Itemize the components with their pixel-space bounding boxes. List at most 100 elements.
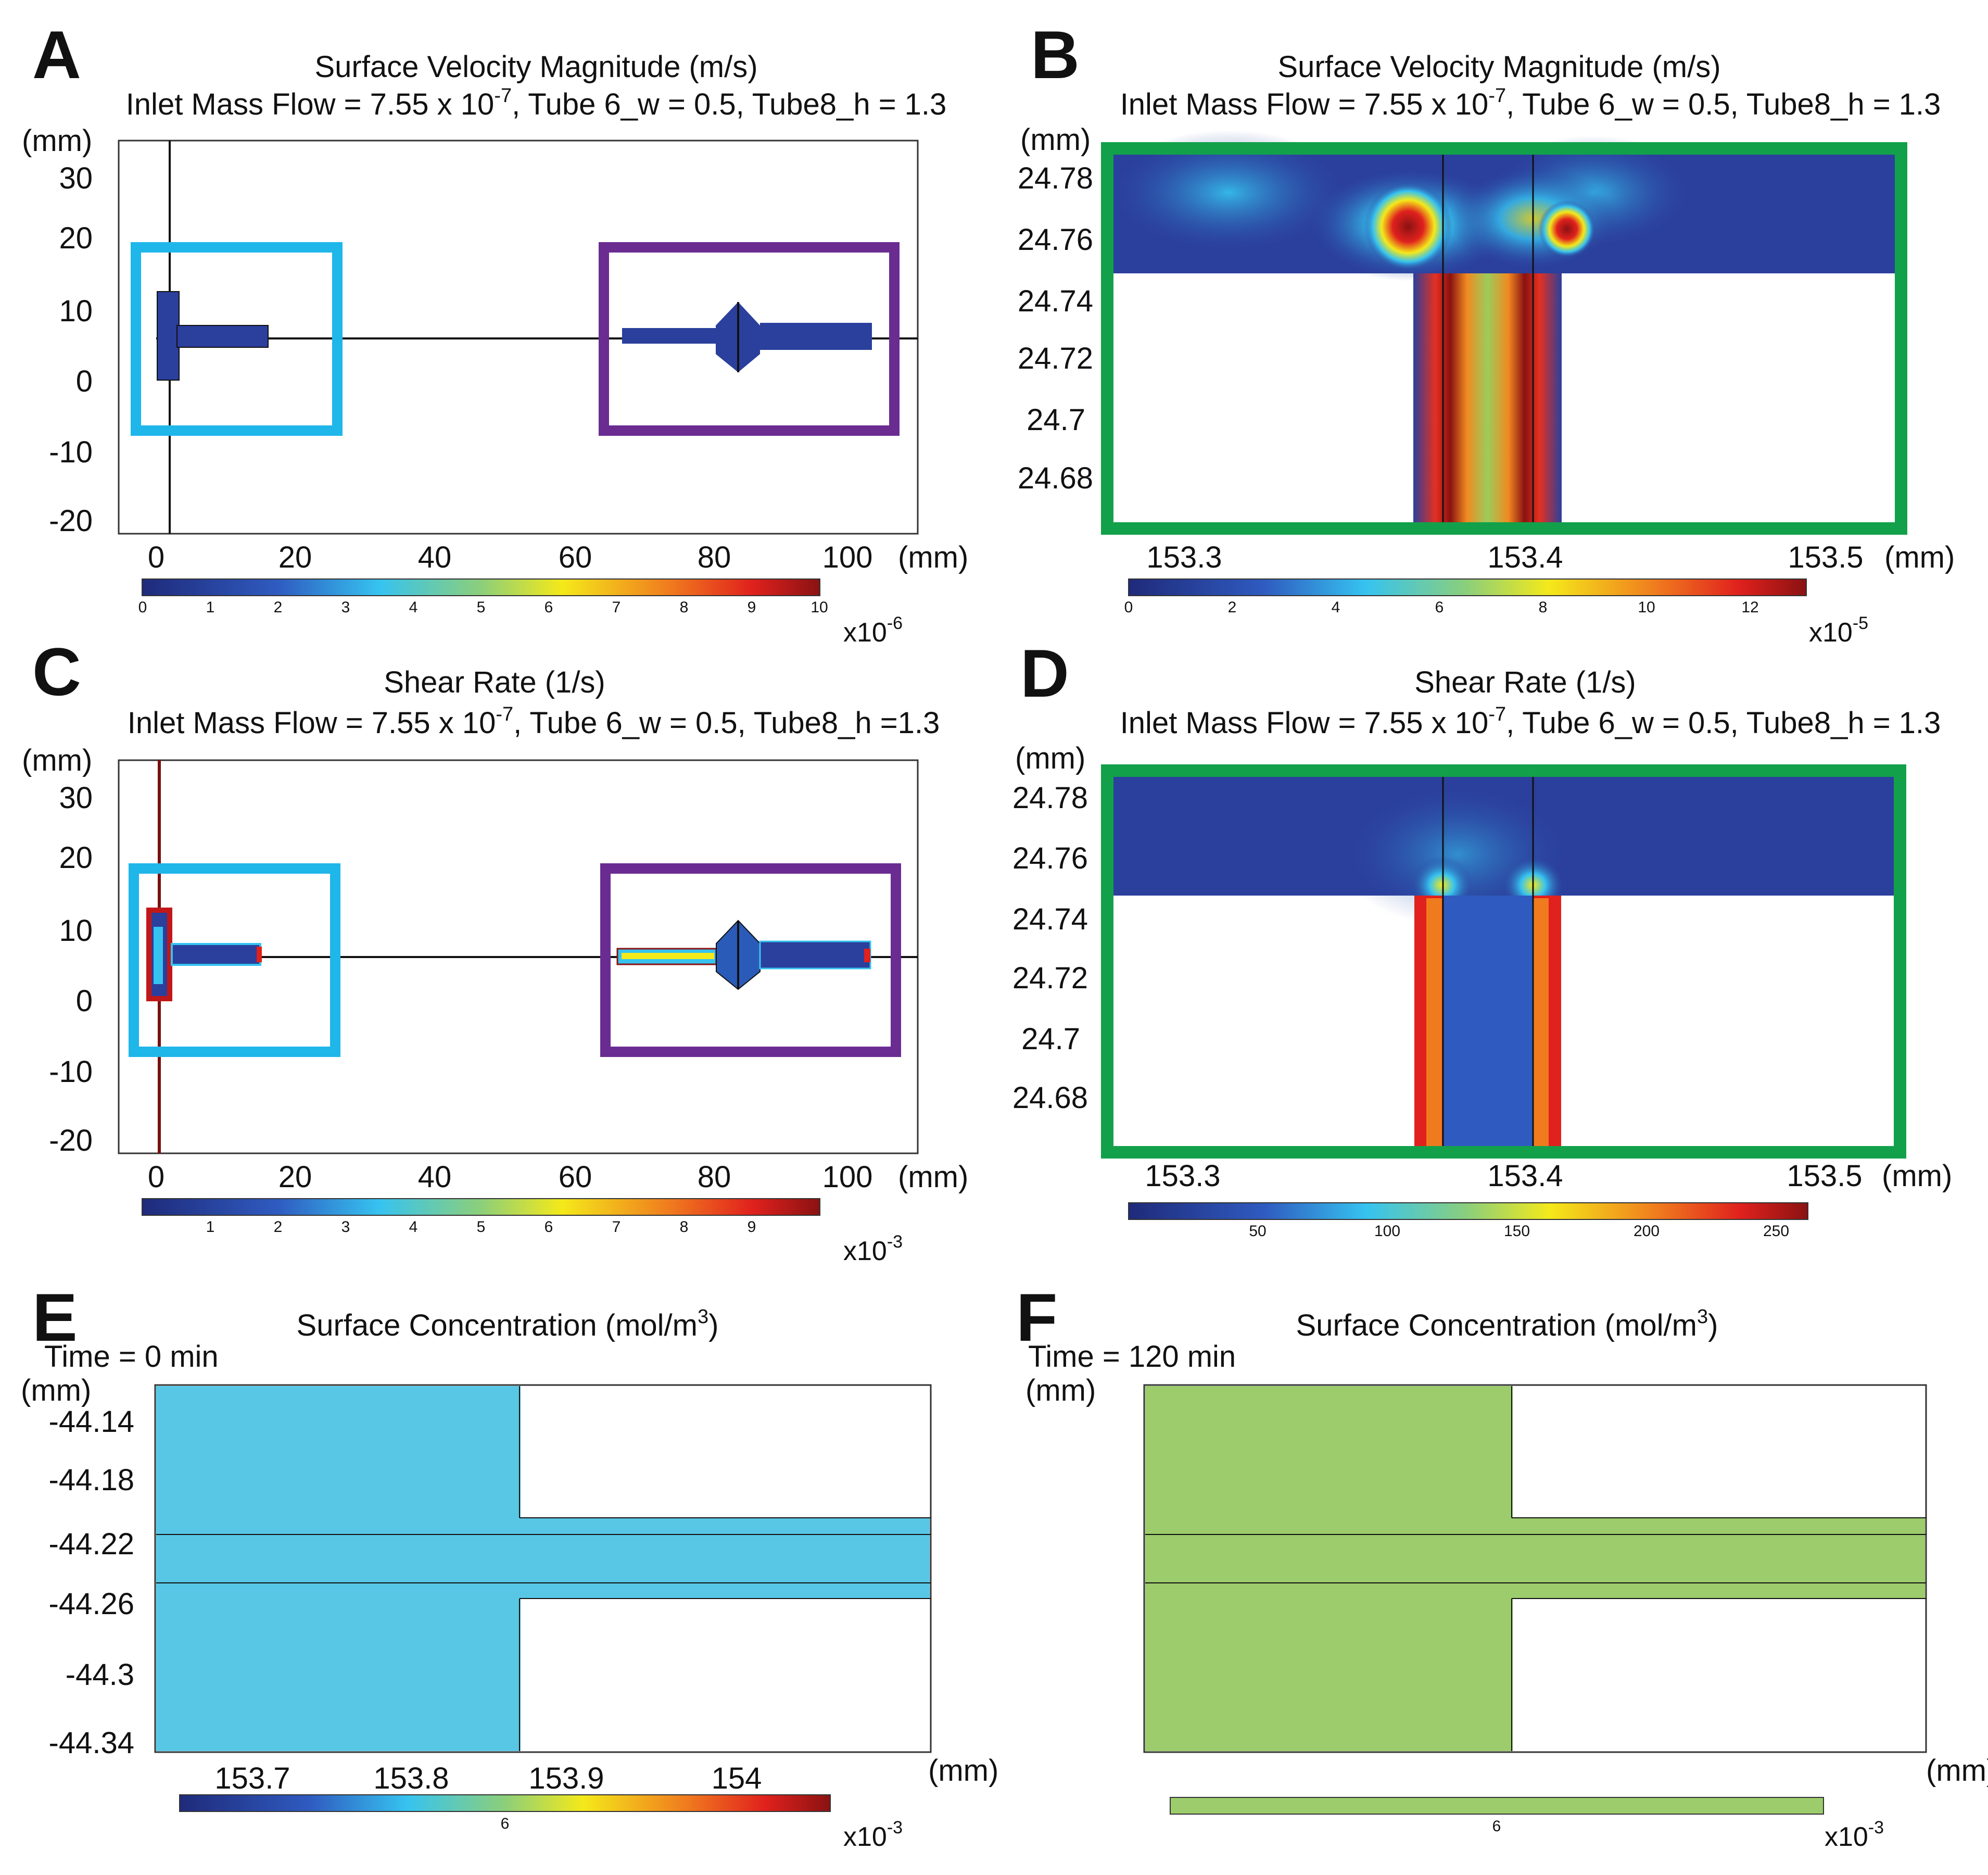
flow-geometry	[156, 141, 918, 534]
y-tick: 24.72	[1018, 342, 1093, 375]
cb-tick: 8	[680, 1218, 689, 1236]
highlight-box-chamber	[599, 242, 900, 436]
panel-b: B Surface Velocity Magnitude (m/s) Inlet…	[1018, 17, 1955, 648]
panel-title: Shear Rate (1/s)	[384, 665, 605, 699]
y-ticks: -44.14 -44.18 -44.22 -44.26 -44.3 -44.34	[49, 1405, 134, 1760]
cb-tick: 8	[680, 599, 689, 616]
cb-tick: 150	[1504, 1223, 1530, 1240]
cb-tick: 3	[341, 599, 350, 616]
colorbar-multiplier: x10-3	[843, 1232, 903, 1266]
y-tick: -10	[49, 1055, 93, 1089]
colorbar-ticks: 0 2 4 6 8 10 12	[1124, 599, 1759, 616]
cb-tick: 2	[274, 599, 283, 616]
cb-tick: 6	[501, 1815, 510, 1832]
y-tick: 24.78	[1018, 161, 1093, 195]
colorbar-multiplier: x10-6	[843, 613, 903, 648]
y-unit: (mm)	[22, 124, 92, 158]
panel-e: E Surface Concentration (mol/m3) Time = …	[21, 1279, 998, 1852]
x-tick: 153.4	[1487, 540, 1563, 574]
y-tick: 24.74	[1018, 284, 1093, 318]
colorbar-multiplier: x10-3	[843, 1818, 903, 1852]
cb-tick: 7	[612, 1218, 621, 1236]
x-tick: 100	[822, 540, 873, 574]
colorbar	[142, 578, 820, 596]
cb-tick: 10	[1638, 599, 1655, 616]
y-tick: -44.14	[49, 1405, 134, 1439]
colorbar-ticks: 50 100 150 200 250	[1249, 1223, 1789, 1240]
y-tick: 24.68	[1018, 461, 1093, 495]
cb-tick: 4	[409, 1218, 418, 1236]
x-tick: 20	[278, 1160, 312, 1194]
cb-tick: 50	[1249, 1223, 1266, 1240]
highlight-box-chamber	[600, 863, 901, 1057]
x-tick: 153.3	[1146, 540, 1222, 574]
y-tick: 0	[76, 364, 93, 398]
shear-field	[1101, 768, 1903, 1156]
panel-label: F	[1016, 1279, 1057, 1355]
cb-tick: 6	[545, 599, 553, 616]
panel-subtitle: Inlet Mass Flow = 7.55 x 10-7, Tube 6_w …	[126, 85, 947, 121]
y-tick: 20	[59, 841, 93, 875]
y-tick: -44.3	[66, 1658, 134, 1692]
cb-tick: 5	[477, 599, 486, 616]
x-unit: (mm)	[1926, 1754, 1988, 1788]
cb-tick: 12	[1741, 599, 1758, 616]
colorbar-ticks: 1 2 3 4 5 6 7 8 9	[206, 1218, 756, 1236]
y-tick: 0	[76, 984, 93, 1018]
cb-tick: 10	[811, 599, 828, 616]
y-tick: 10	[59, 294, 93, 328]
cb-tick: 3	[341, 1218, 350, 1236]
panel-label: C	[32, 634, 81, 710]
x-unit: (mm)	[898, 540, 968, 574]
panel-c: C Shear Rate (1/s) Inlet Mass Flow = 7.5…	[22, 634, 968, 1266]
y-tick: 10	[59, 914, 93, 948]
y-tick: -44.18	[49, 1463, 134, 1497]
x-unit: (mm)	[898, 1160, 968, 1194]
y-tick: 24.68	[1012, 1081, 1088, 1115]
x-tick: 60	[559, 540, 592, 574]
x-tick: 60	[559, 1160, 592, 1194]
y-tick: 24.7	[1021, 1022, 1080, 1056]
colorbar-multiplier: x10-3	[1825, 1818, 1884, 1852]
y-tick: 24.76	[1012, 841, 1088, 875]
y-unit: (mm)	[1025, 1374, 1096, 1407]
y-tick: 24.74	[1012, 902, 1088, 936]
cb-tick: 6	[545, 1218, 553, 1236]
y-ticks: 30 20 10 0 -10 -20	[49, 781, 93, 1157]
velocity-field	[1101, 130, 1905, 531]
colorbar-multiplier: x10-5	[1809, 613, 1868, 648]
cb-tick: 0	[1124, 599, 1133, 616]
y-tick: 24.72	[1012, 961, 1088, 995]
x-tick: 153.3	[1145, 1159, 1220, 1193]
panel-subtitle: Inlet Mass Flow = 7.55 x 10-7, Tube 6_w …	[128, 703, 940, 740]
panel-title: Surface Velocity Magnitude (m/s)	[314, 50, 757, 84]
x-unit: (mm)	[928, 1754, 998, 1788]
x-tick: 153.9	[528, 1761, 604, 1795]
x-ticks: 153.7 153.8 153.9 154	[214, 1761, 762, 1795]
y-tick: -44.22	[49, 1527, 134, 1561]
cb-tick: 250	[1763, 1223, 1789, 1240]
y-ticks: 24.78 24.76 24.74 24.72 24.7 24.68	[1012, 781, 1088, 1115]
x-ticks: 0 20 40 60 80 100	[148, 1160, 873, 1194]
y-unit: (mm)	[1015, 741, 1085, 775]
x-tick: 153.5	[1788, 540, 1863, 574]
panel-title: Surface Velocity Magnitude (m/s)	[1277, 50, 1720, 84]
y-ticks: 24.78 24.76 24.74 24.72 24.7 24.68	[1018, 161, 1093, 495]
colorbar	[1128, 578, 1807, 596]
y-tick: -20	[49, 504, 93, 538]
cb-tick: 200	[1634, 1223, 1660, 1240]
x-ticks: 153.3 153.4 153.5	[1145, 1159, 1862, 1193]
cb-tick: 7	[612, 599, 621, 616]
panel-f: F Surface Concentration (mol/m3) Time = …	[1016, 1279, 1988, 1852]
y-unit: (mm)	[21, 1374, 91, 1407]
highlight-box-junction	[1101, 142, 1907, 535]
highlight-box-inlet	[131, 242, 343, 436]
cb-tick: 4	[1332, 599, 1340, 616]
cb-tick: 1	[206, 1218, 215, 1236]
x-tick: 0	[148, 540, 164, 574]
concentration-field	[156, 1386, 931, 1751]
panel-label: D	[1020, 635, 1069, 711]
time-label: Time = 0 min	[44, 1340, 219, 1374]
x-tick: 0	[148, 1160, 164, 1194]
